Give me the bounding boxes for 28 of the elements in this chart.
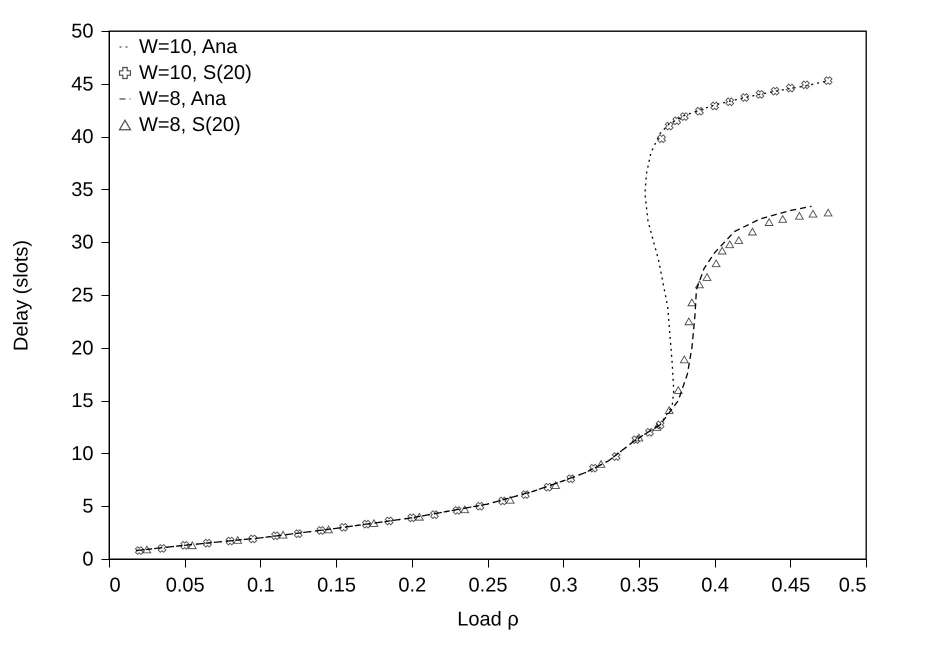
legend-label: W=10, Ana [139, 36, 238, 58]
legend-label: W=10, S(20) [139, 62, 252, 84]
y-tick-label: 5 [82, 496, 94, 518]
x-tick-label: 0.1 [246, 574, 275, 596]
y-tick-label: 40 [71, 126, 94, 148]
x-tick-label: 0.2 [398, 574, 426, 596]
x-tick-label: 0.45 [771, 574, 810, 596]
x-tick-label: 0.15 [317, 574, 356, 596]
y-tick-label: 25 [71, 284, 94, 306]
y-tick-label: 30 [71, 232, 94, 254]
y-tick-label: 45 [71, 73, 94, 96]
x-tick-label: 0.3 [550, 574, 578, 596]
legend-label: W=8, S(20) [139, 114, 241, 136]
legend-label: W=8, Ana [139, 88, 228, 110]
x-tick-label: 0 [110, 574, 121, 596]
x-axis-title: Load ρ [457, 608, 519, 630]
y-tick-label: 35 [71, 178, 94, 201]
y-tick-label: 0 [82, 548, 94, 570]
y-tick-label: 15 [71, 390, 94, 412]
y-tick-label: 20 [71, 337, 94, 360]
x-tick-label: 0.35 [620, 574, 659, 596]
x-tick-label: 0.05 [166, 574, 205, 596]
y-tick-label: 10 [71, 442, 94, 465]
x-tick-label: 0.5 [838, 574, 866, 596]
x-tick-label: 0.4 [701, 574, 730, 596]
y-tick-label: 50 [71, 20, 94, 42]
y-axis-title: Delay (slots) [10, 240, 32, 352]
x-tick-label: 0.25 [468, 574, 508, 596]
